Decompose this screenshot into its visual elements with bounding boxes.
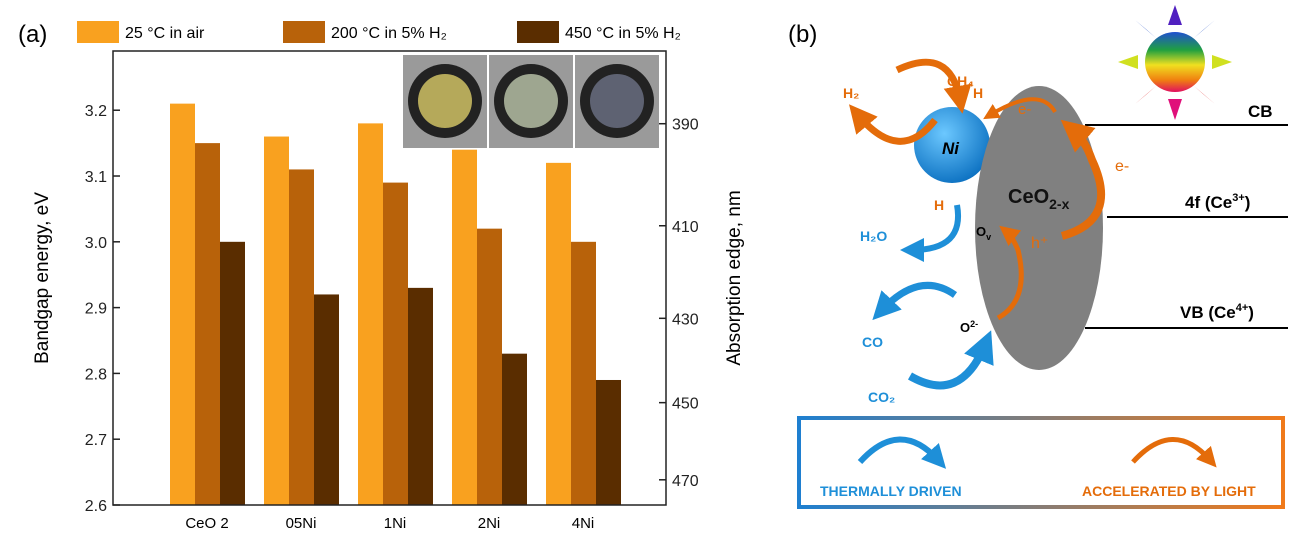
legend-thermal-label: THERMALLY DRIVEN bbox=[820, 483, 962, 499]
ceo2-label: CeO2-x bbox=[1008, 186, 1070, 212]
bar bbox=[452, 149, 477, 505]
ov-label: Ov bbox=[976, 224, 991, 242]
y-tick-label: 3.2 bbox=[85, 103, 107, 120]
thermal-arrow-icon bbox=[857, 436, 947, 469]
ch4-label: CH₄ bbox=[947, 73, 974, 89]
bar bbox=[596, 379, 621, 505]
sun-icon bbox=[1118, 5, 1232, 120]
legend-label: 200 °C in 5% H₂ bbox=[331, 25, 447, 42]
e-top-label: e- bbox=[1018, 101, 1031, 118]
y2-tick-label: 430 bbox=[672, 311, 699, 328]
y-tick-label: 2.7 bbox=[85, 432, 107, 449]
x-tick-label: 05Ni bbox=[286, 515, 317, 532]
legend-swatch bbox=[283, 21, 325, 43]
y-tick-label: 3.0 bbox=[85, 235, 107, 252]
bar-chart: CeO 2 05Ni 1Ni 2Ni 4Ni 2.6 2.7 2.8 2.9 3.0 3.1 3.2 3… bbox=[32, 50, 745, 532]
panel-a-label: (a) bbox=[18, 21, 47, 48]
plot-frame bbox=[112, 50, 667, 506]
legend-swatch bbox=[517, 21, 559, 43]
bar bbox=[264, 136, 289, 505]
legend-label: 450 °C in 5% H₂ bbox=[565, 25, 681, 42]
y2-axis-label: Absorption edge, nm bbox=[724, 190, 745, 365]
bar bbox=[383, 182, 408, 505]
sample-photos-inset bbox=[403, 55, 659, 148]
light-arrows bbox=[848, 58, 1105, 321]
x-tick-label: CeO 2 bbox=[185, 515, 228, 532]
bar bbox=[477, 228, 502, 506]
h-plus-label: h⁺ bbox=[1031, 235, 1048, 252]
co-label: CO bbox=[862, 334, 883, 350]
ceo2-support bbox=[975, 86, 1103, 370]
light-arrow-icon bbox=[1131, 437, 1217, 468]
y-tick-label: 2.9 bbox=[85, 301, 107, 318]
bar bbox=[546, 162, 571, 505]
o2-label: O2- bbox=[960, 319, 978, 335]
legend-label: 25 °C in air bbox=[125, 25, 205, 42]
bar bbox=[170, 103, 195, 505]
x-tick-label: 1Ni bbox=[384, 515, 407, 532]
bar bbox=[314, 294, 339, 505]
y2-tick-label: 450 bbox=[672, 396, 699, 413]
x-tick-label: 4Ni bbox=[572, 515, 595, 532]
sample-pellet bbox=[504, 74, 558, 128]
legend-swatch bbox=[77, 21, 119, 43]
bar bbox=[220, 241, 245, 506]
h2o-label: H₂O bbox=[860, 228, 887, 244]
sample-pellet bbox=[418, 74, 472, 128]
y-tick-label: 2.6 bbox=[85, 498, 107, 515]
bar bbox=[358, 123, 383, 506]
legend-light-label: ACCELERATED BY LIGHT bbox=[1082, 483, 1256, 499]
y-axis-label: Bandgap energy, eV bbox=[32, 192, 53, 364]
h2-label: H₂ bbox=[843, 85, 859, 101]
h-bottom-label: H bbox=[934, 197, 944, 213]
bar bbox=[502, 353, 527, 505]
y-tick-label: 2.8 bbox=[85, 366, 107, 383]
panel-b-label: (b) bbox=[788, 21, 817, 48]
co2-label: CO₂ bbox=[868, 389, 895, 405]
mechanism-legend-box bbox=[797, 416, 1285, 509]
thermal-arrows bbox=[872, 204, 994, 390]
y2-tick-label: 410 bbox=[672, 219, 699, 236]
e-right-label: e- bbox=[1115, 158, 1129, 175]
bar bbox=[289, 169, 314, 505]
y-tick-label: 3.1 bbox=[85, 169, 107, 186]
cb-label: CB bbox=[1248, 102, 1273, 121]
h-top-label: H bbox=[973, 85, 983, 101]
vb-label: VB (Ce4+) bbox=[1180, 302, 1254, 322]
y2-tick-label: 470 bbox=[672, 473, 699, 490]
chart-legend: 25 °C in air 200 °C in 5% H₂ 450 °C in 5% … bbox=[77, 21, 681, 43]
4f-label: 4f (Ce3+) bbox=[1185, 192, 1250, 212]
bar bbox=[408, 287, 433, 505]
sample-pellet bbox=[590, 74, 644, 128]
y2-tick-label: 390 bbox=[672, 117, 699, 134]
ni-label: Ni bbox=[942, 139, 960, 158]
bar bbox=[195, 143, 220, 505]
x-tick-label: 2Ni bbox=[478, 515, 501, 532]
bar bbox=[571, 241, 596, 506]
